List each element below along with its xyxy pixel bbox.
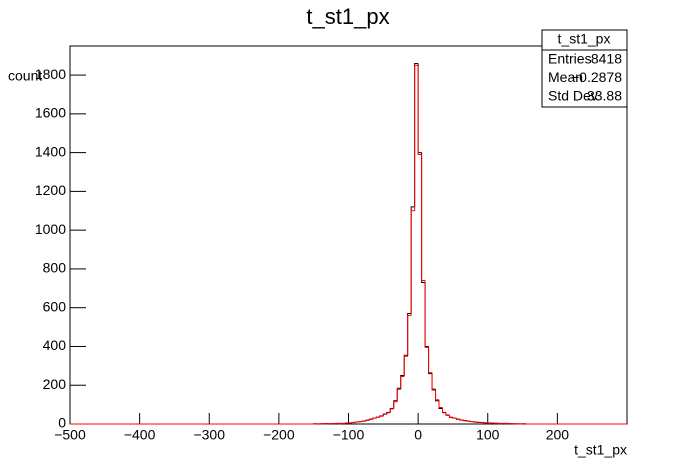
histogram-bin — [375, 416, 380, 418]
stats-title: t_st1_px — [558, 31, 611, 47]
histogram-bin — [441, 407, 446, 414]
stats-value: −0.2878 — [571, 69, 622, 85]
histogram-bin — [407, 313, 412, 357]
y-tick-label: 1400 — [35, 143, 66, 159]
histogram-bin — [473, 421, 478, 423]
histogram-bin — [438, 399, 443, 409]
y-tick-label: 200 — [43, 376, 67, 392]
histogram-bin — [431, 372, 436, 391]
x-tick-label: −400 — [124, 427, 156, 443]
histogram-bin — [379, 415, 384, 418]
histogram-bin — [361, 420, 366, 422]
histogram-bin — [448, 415, 453, 418]
y-tick-label: 800 — [43, 260, 67, 276]
histogram-bin — [386, 412, 391, 414]
histogram-bin — [421, 154, 426, 282]
x-tick-label: 0 — [414, 427, 422, 443]
stats-frame — [541, 29, 628, 108]
x-tick-label: −100 — [333, 427, 365, 443]
histogram-bin — [417, 63, 422, 154]
histogram-bin — [410, 210, 415, 316]
stats-label: Entries — [548, 51, 592, 67]
y-tick-label: 1000 — [35, 221, 66, 237]
histogram-bin — [396, 387, 401, 402]
histogram-bin — [410, 206, 415, 314]
y-tick-label: 1200 — [35, 182, 66, 198]
histogram-bin — [445, 412, 450, 416]
x-tick-label: 100 — [476, 427, 500, 443]
histogram-bin — [455, 417, 460, 420]
histogram-bin — [462, 419, 467, 422]
histogram-bin — [417, 65, 422, 156]
x-axis-label: t_st1_px — [574, 442, 627, 458]
histogram-bin — [428, 347, 433, 374]
y-tick-label: 0 — [58, 415, 66, 431]
stats-label: Std Dev — [548, 88, 598, 104]
histogram-bin — [466, 420, 471, 422]
stats-value: 8418 — [591, 51, 622, 67]
histogram-bin — [424, 280, 429, 348]
histogram-bin — [365, 419, 370, 421]
histogram-bin — [448, 414, 453, 419]
histogram-bin — [441, 408, 446, 413]
histogram-bin — [400, 376, 405, 389]
y-tick-label: 1600 — [35, 105, 66, 121]
histogram-bin — [435, 390, 440, 401]
x-tick-label: 200 — [546, 427, 570, 443]
histogram-bin — [396, 388, 401, 401]
stats-value: 33.88 — [587, 88, 622, 104]
x-tick-label: −200 — [263, 427, 295, 443]
histogram-bin — [389, 408, 394, 413]
histogram-bin — [368, 418, 373, 421]
histogram-bin — [354, 421, 359, 423]
histogram-bin — [431, 373, 436, 390]
y-axis-label: count — [8, 68, 42, 84]
chart-title: t_st1_px — [306, 4, 389, 29]
histogram-bin — [403, 355, 408, 376]
y-tick-label: 1800 — [35, 66, 66, 82]
histogram-bin — [424, 282, 429, 347]
histogram-bin — [435, 389, 440, 402]
x-tick-label: −300 — [193, 427, 225, 443]
histogram-bin — [459, 419, 464, 421]
x-tick-label: −500 — [54, 427, 86, 443]
histogram-bin — [421, 152, 426, 283]
y-tick-label: 600 — [43, 298, 67, 314]
histogram-bin — [414, 64, 419, 211]
histogram-bin — [372, 417, 377, 420]
histogram-bin — [403, 354, 408, 377]
histogram-bin — [382, 413, 387, 417]
stats-label: Mean — [548, 69, 583, 85]
histogram-bin — [407, 314, 412, 356]
histogram-bin — [428, 346, 433, 375]
histogram-bin — [400, 375, 405, 390]
y-tick-label: 400 — [43, 337, 67, 353]
histogram-bin — [382, 413, 387, 416]
histogram-bin — [414, 62, 419, 207]
stats-box: t_st1_px Entries 8418 Mean−0.2878 Std Dev33… — [541, 29, 628, 108]
histogram-bin — [393, 401, 398, 409]
